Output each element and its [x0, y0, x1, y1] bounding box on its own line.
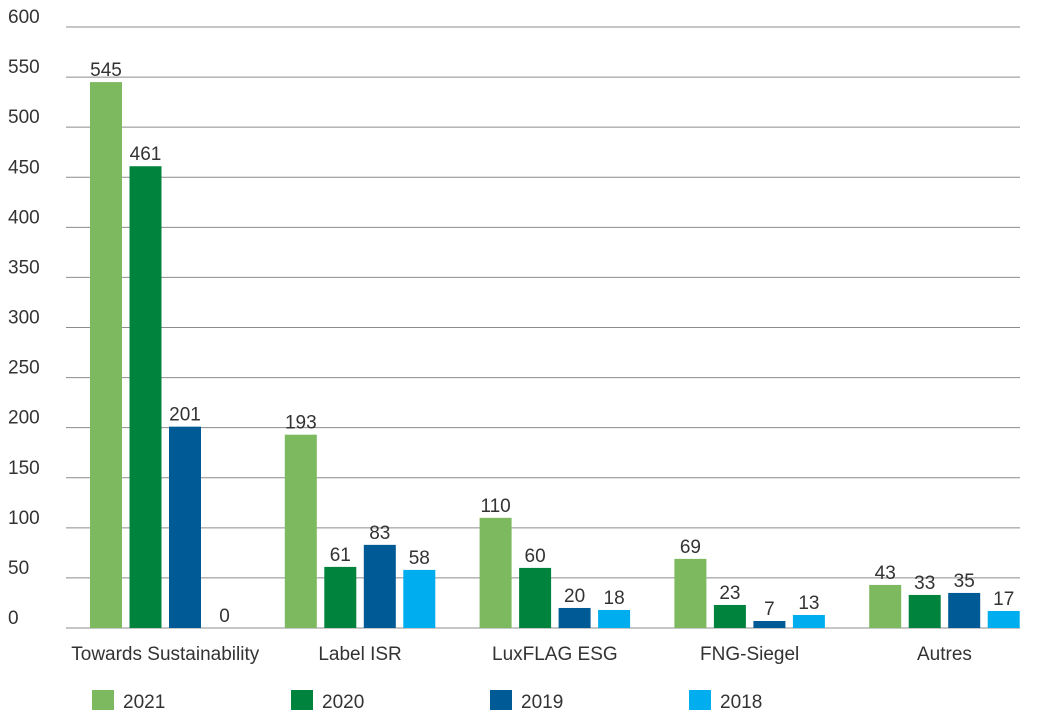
data-label: 461	[130, 144, 162, 165]
data-label: 58	[409, 548, 430, 569]
data-label: 20	[564, 586, 585, 607]
y-tick-label: 600	[8, 7, 40, 28]
category-label: FNG-Siegel	[700, 644, 799, 665]
y-axis-ticks: 0 50 100 150 200 250 300 350 400 450 500 550 600	[8, 7, 40, 629]
bar-2019	[948, 592, 981, 628]
bar-2020	[713, 604, 746, 628]
bar-2020	[324, 566, 357, 628]
legend-label: 2019	[521, 692, 563, 713]
bar-2020	[129, 166, 162, 628]
legend-label: 2021	[123, 692, 165, 713]
data-label: 17	[993, 589, 1014, 610]
y-tick-label: 300	[8, 308, 40, 329]
y-tick-label: 250	[8, 358, 40, 379]
data-label: 69	[680, 537, 701, 558]
bar-2018	[403, 569, 436, 628]
bar-2021	[674, 558, 707, 628]
data-label: 13	[798, 593, 819, 614]
data-label: 43	[875, 563, 896, 584]
y-tick-label: 450	[8, 157, 40, 178]
legend-swatch	[490, 690, 512, 710]
bar-2021	[869, 584, 902, 628]
bar-2018	[987, 610, 1020, 628]
data-label: 110	[480, 496, 510, 517]
data-labels: 545 461 201 0 193 61 83 58 110 60 20 18 69 23 7 13 43 33 3…	[90, 60, 1014, 627]
data-label: 18	[604, 588, 625, 609]
y-tick-label: 400	[8, 207, 40, 228]
legend-label: 2018	[720, 692, 762, 713]
data-label: 33	[914, 573, 935, 594]
bar-2020	[519, 567, 552, 628]
legend-swatch	[92, 690, 114, 710]
category-label: Label ISR	[318, 644, 401, 665]
bar-2018	[598, 609, 631, 628]
y-tick-label: 0	[8, 608, 19, 629]
category-label: Towards Sustainability	[71, 644, 259, 665]
legend-swatch	[689, 690, 711, 710]
category-label: Autres	[917, 644, 972, 665]
bar-2020	[908, 594, 941, 628]
bar-2019	[753, 620, 786, 628]
bar-2019	[363, 544, 396, 628]
legend-swatch	[291, 690, 313, 710]
bar-2019	[169, 426, 201, 628]
y-tick-label: 350	[8, 257, 40, 278]
bar-2019	[558, 607, 591, 628]
y-tick-label: 50	[8, 558, 29, 579]
y-tick-label: 150	[8, 458, 40, 479]
y-tick-label: 200	[8, 408, 40, 429]
bars	[90, 82, 1020, 628]
y-tick-label: 100	[8, 508, 40, 529]
bar-2021	[479, 517, 512, 628]
data-label: 61	[330, 545, 351, 566]
bar-2018	[792, 614, 825, 628]
data-label: 0	[219, 606, 230, 627]
legend: 2021 2020 2019 2018	[92, 690, 762, 713]
category-label: LuxFLAG ESG	[492, 644, 618, 665]
data-label: 7	[764, 599, 775, 620]
y-tick-label: 550	[8, 57, 40, 78]
category-labels: Towards Sustainability Label ISR LuxFLAG E…	[71, 644, 972, 665]
data-label: 201	[169, 405, 201, 426]
data-label: 83	[369, 523, 390, 544]
legend-label: 2020	[322, 692, 364, 713]
bar-2021	[284, 434, 317, 628]
data-label: 23	[719, 583, 740, 604]
data-label: 193	[285, 413, 317, 434]
y-tick-label: 500	[8, 107, 40, 128]
gridlines	[66, 26, 1020, 629]
data-label: 35	[954, 571, 975, 592]
data-label: 60	[525, 546, 546, 567]
bar-2021	[90, 82, 122, 628]
data-label: 545	[90, 60, 122, 81]
